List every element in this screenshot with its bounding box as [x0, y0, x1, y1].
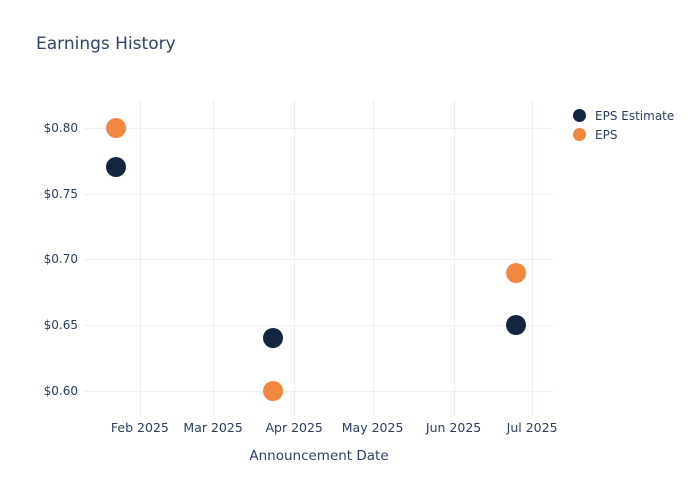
data-point-eps[interactable] — [106, 117, 127, 138]
y-gridline — [85, 259, 553, 261]
data-point-eps[interactable] — [506, 262, 527, 283]
y-gridline — [85, 193, 553, 195]
x-gridline — [453, 100, 455, 416]
y-tick-label: $0.60 — [43, 384, 78, 398]
y-tick-label: $0.80 — [43, 120, 78, 135]
data-point-eps[interactable] — [263, 381, 284, 401]
legend-label: EPS Estimate — [595, 108, 675, 123]
y-gridline — [85, 391, 553, 392]
x-gridline — [372, 100, 374, 416]
legend-marker-icon — [573, 109, 586, 122]
plot-area[interactable] — [85, 100, 553, 416]
legend-item-eps-estimate[interactable]: EPS Estimate — [573, 106, 674, 125]
chart-title: Earnings History — [36, 34, 176, 54]
y-tick-label: $0.65 — [43, 318, 78, 333]
x-tick-label: Apr 2025 — [265, 420, 323, 435]
legend-label: EPS — [595, 127, 618, 142]
data-point-eps-estimate[interactable] — [506, 315, 527, 336]
data-point-eps-estimate[interactable] — [106, 157, 127, 178]
y-gridline — [85, 127, 553, 129]
x-gridline — [294, 100, 296, 416]
x-axis-title: Announcement Date — [249, 448, 389, 464]
x-tick-label: May 2025 — [341, 420, 404, 435]
legend: EPS Estimate EPS — [573, 106, 674, 144]
x-gridline — [213, 100, 215, 416]
x-gridline — [532, 100, 534, 416]
x-tick-label: Feb 2025 — [110, 420, 169, 435]
x-gridline — [139, 100, 141, 416]
y-gridline — [85, 325, 553, 327]
legend-marker-icon — [573, 128, 586, 141]
legend-item-eps[interactable]: EPS — [573, 125, 674, 144]
x-tick-label: Jun 2025 — [425, 420, 482, 435]
x-tick-label: Jul 2025 — [506, 420, 558, 435]
x-tick-label: Mar 2025 — [183, 420, 243, 435]
data-point-eps-estimate[interactable] — [263, 328, 284, 349]
y-tick-label: $0.70 — [43, 252, 78, 267]
y-tick-label: $0.75 — [43, 186, 78, 201]
